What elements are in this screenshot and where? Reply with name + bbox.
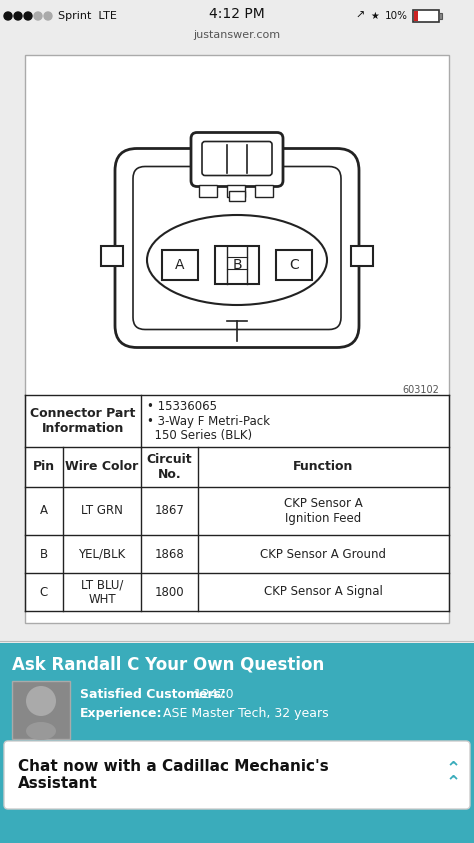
FancyBboxPatch shape: [115, 148, 359, 347]
FancyBboxPatch shape: [351, 246, 373, 266]
Text: 12470: 12470: [190, 689, 234, 701]
Circle shape: [34, 12, 42, 20]
Text: 1868: 1868: [155, 547, 184, 561]
Text: ASE Master Tech, 32 years: ASE Master Tech, 32 years: [155, 706, 328, 719]
Text: B: B: [232, 258, 242, 272]
Text: 1800: 1800: [155, 586, 184, 599]
FancyBboxPatch shape: [227, 185, 245, 196]
Text: ★: ★: [370, 11, 379, 21]
Text: C: C: [289, 258, 299, 272]
Text: 603102: 603102: [402, 385, 439, 395]
FancyBboxPatch shape: [414, 11, 418, 21]
Text: Ask Randall C Your Own Question: Ask Randall C Your Own Question: [12, 656, 324, 674]
Text: ↗: ↗: [355, 11, 365, 21]
Text: 1867: 1867: [155, 504, 184, 518]
Circle shape: [14, 12, 22, 20]
Circle shape: [24, 12, 32, 20]
Text: Chat now with a Cadillac Mechanic's
Assistant: Chat now with a Cadillac Mechanic's Assi…: [18, 759, 329, 792]
Text: 10%: 10%: [385, 11, 408, 21]
Text: Connector Part
Information: Connector Part Information: [30, 407, 136, 435]
Text: Function: Function: [293, 460, 354, 474]
FancyBboxPatch shape: [12, 681, 70, 739]
Text: ⌃
⌃: ⌃ ⌃: [446, 759, 461, 791]
FancyBboxPatch shape: [101, 246, 123, 266]
Text: B: B: [40, 547, 48, 561]
FancyBboxPatch shape: [215, 246, 259, 284]
Text: Circuit
No.: Circuit No.: [146, 453, 192, 481]
FancyBboxPatch shape: [413, 10, 439, 22]
Text: CKP Sensor A Ground: CKP Sensor A Ground: [261, 547, 386, 561]
Text: C: C: [40, 586, 48, 599]
FancyBboxPatch shape: [202, 142, 272, 175]
Bar: [0, 643, 474, 843]
Text: A: A: [40, 504, 48, 518]
Ellipse shape: [147, 215, 327, 305]
Text: CKP Sensor A
Ignition Feed: CKP Sensor A Ignition Feed: [284, 497, 363, 525]
Text: A: A: [175, 258, 185, 272]
Ellipse shape: [26, 722, 56, 740]
FancyBboxPatch shape: [133, 167, 341, 330]
FancyBboxPatch shape: [229, 191, 245, 201]
Text: Wire Color: Wire Color: [65, 460, 138, 474]
Text: 4:12 PM: 4:12 PM: [209, 7, 265, 21]
FancyBboxPatch shape: [4, 741, 470, 809]
Circle shape: [44, 12, 52, 20]
Text: CKP Sensor A Signal: CKP Sensor A Signal: [264, 586, 383, 599]
Text: Satisfied Customers:: Satisfied Customers:: [80, 689, 226, 701]
FancyBboxPatch shape: [439, 13, 442, 19]
FancyBboxPatch shape: [255, 185, 273, 196]
FancyBboxPatch shape: [191, 132, 283, 186]
Text: LT BLU/
WHT: LT BLU/ WHT: [81, 578, 123, 606]
FancyBboxPatch shape: [199, 185, 217, 196]
Text: LT GRN: LT GRN: [81, 504, 123, 518]
Text: Sprint  LTE: Sprint LTE: [58, 11, 117, 21]
Circle shape: [4, 12, 12, 20]
Text: • 15336065
• 3-Way F Metri-Pack
  150 Series (BLK): • 15336065 • 3-Way F Metri-Pack 150 Seri…: [147, 400, 270, 443]
Text: Pin: Pin: [33, 460, 55, 474]
Circle shape: [26, 686, 56, 716]
FancyBboxPatch shape: [162, 250, 198, 280]
Text: justanswer.com: justanswer.com: [193, 30, 281, 40]
Text: Experience:: Experience:: [80, 706, 163, 719]
FancyBboxPatch shape: [276, 250, 312, 280]
Text: YEL/BLK: YEL/BLK: [78, 547, 126, 561]
FancyBboxPatch shape: [25, 55, 449, 623]
